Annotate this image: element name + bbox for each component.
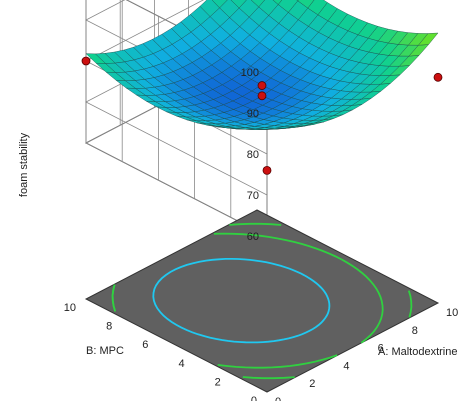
y-tick-label: 2 [215,376,221,388]
surface-cell [277,0,299,13]
x-tick-label: 10 [446,307,458,319]
response-surface [85,0,439,130]
design-point [257,91,267,101]
surface-cell [307,0,328,16]
z-tick-label: 70 [247,190,259,202]
surface-cell [238,0,259,18]
tick-labels: 6070809010002468100246810 [64,67,459,401]
contour-line [213,232,343,261]
y-tick-label: 6 [142,339,148,351]
design-points [81,56,443,175]
design-point [257,81,267,90]
floor-fill [84,209,440,393]
surface-cell [230,0,247,9]
surface-cell [296,0,299,2]
contour-line [217,354,338,369]
z-tick-label: 90 [247,108,259,120]
y-tick-label: 4 [178,358,184,370]
z-axis-label: foam stability [18,132,30,197]
x-axis-label: A: Maltodextrine [378,346,457,358]
design-point [262,165,272,175]
y-tick-label: 8 [106,321,112,333]
design-point [433,72,443,82]
surface-cell [199,0,220,17]
z-tick-label: 100 [241,67,259,79]
contour-line [407,290,413,318]
contour-line [111,284,117,312]
y-tick-label: 0 [251,395,257,401]
surface-cell [272,0,283,5]
contour-line [341,258,384,344]
x-tick-label: 2 [309,378,315,390]
floor-contours [111,222,413,380]
z-tick-label: 60 [247,231,259,243]
surface-cell [211,0,228,9]
surface-cell [258,0,279,16]
surface-cell [297,0,315,9]
contour-line [242,376,295,380]
floor-plane [84,209,440,393]
contour-line [152,257,331,344]
surface-cell [219,0,240,18]
x-tick-label: 6 [378,343,384,355]
x-tick-label: 4 [343,360,349,372]
design-point [81,56,91,66]
x-tick-label: 8 [412,325,418,337]
contour-line [229,222,282,226]
y-tick-label: 10 [64,302,76,314]
surface-cell [250,0,265,8]
x-tick-label: 0 [275,396,281,401]
z-tick-label: 80 [247,149,259,161]
y-axis-label: B: MPC [86,345,124,357]
